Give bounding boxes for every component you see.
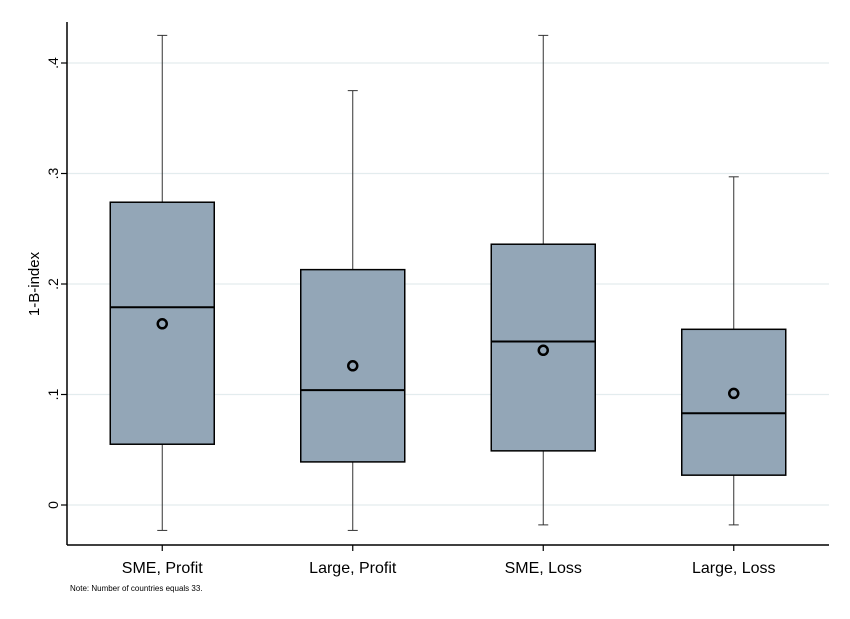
- mean-marker: [156, 318, 168, 330]
- box: [300, 268, 406, 463]
- y-tick-label: .2: [45, 278, 61, 290]
- x-tick-label: SME, Loss: [505, 560, 582, 577]
- mean-marker: [347, 360, 359, 372]
- x-tick-label: Large, Profit: [309, 560, 397, 577]
- y-tick-label: .3: [45, 167, 61, 179]
- box: [490, 243, 596, 452]
- axes: [61, 22, 829, 551]
- x-tick-label: Large, Loss: [692, 560, 776, 577]
- y-tick-label: .1: [45, 388, 61, 400]
- mean-marker: [537, 344, 549, 357]
- box: [681, 328, 787, 476]
- y-axis-title: 1-B-index: [26, 251, 43, 316]
- labels: 0 .1 .2 .3 .4 SME, Profit Large, Profit SME, Lo…: [45, 57, 776, 577]
- box: [109, 201, 215, 445]
- x-tick-label: SME, Profit: [122, 560, 203, 577]
- mean-marker: [728, 387, 740, 400]
- boxes: [109, 34, 787, 531]
- footnote: Note: Number of countries equals 33.: [70, 584, 203, 593]
- y-tick-label: 0: [45, 501, 61, 509]
- y-tick-label: .4: [45, 57, 61, 69]
